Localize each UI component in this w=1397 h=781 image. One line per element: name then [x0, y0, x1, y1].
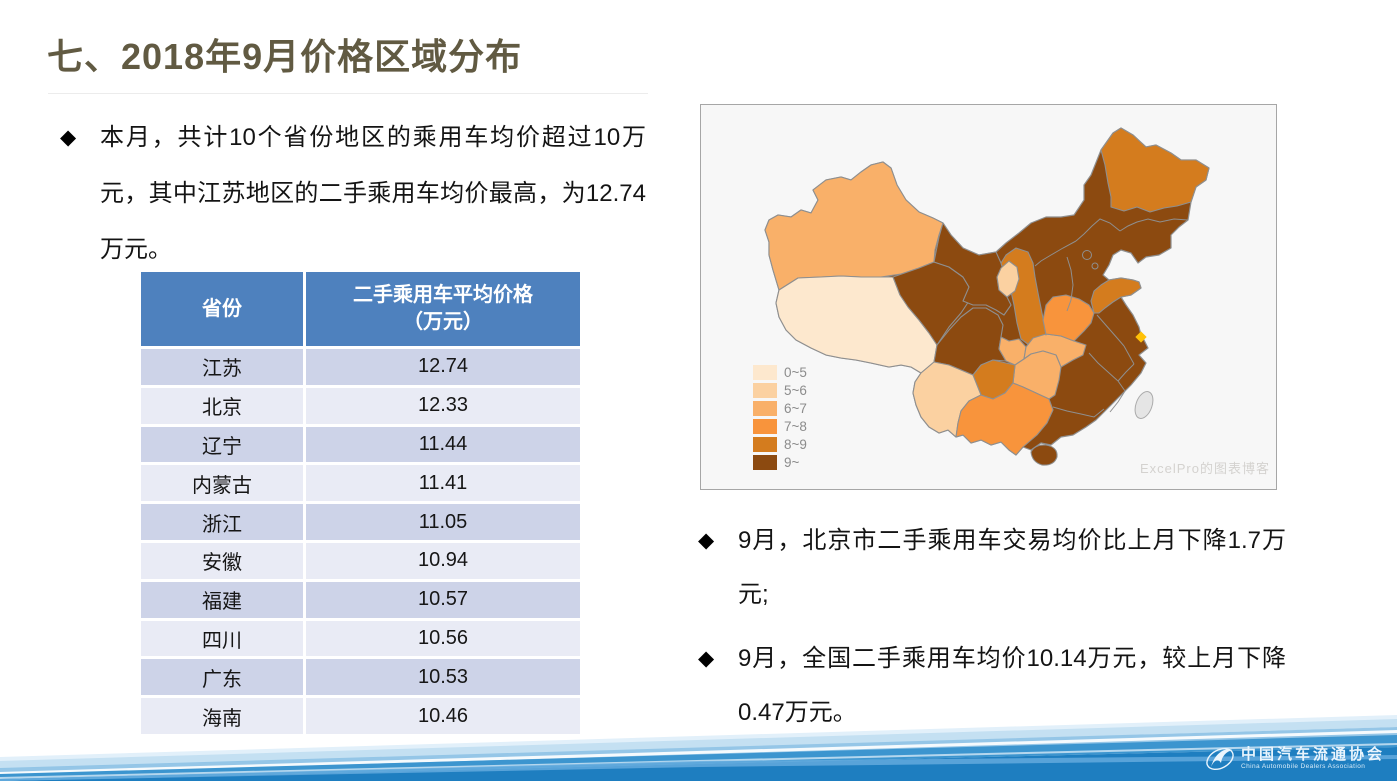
legend-color-chip	[753, 400, 777, 416]
legend-color-chip	[753, 436, 777, 452]
right-bullet-list: ◆ 9月，北京市二手乘用车交易均价比上月下降1.7万元; ◆ 9月，全国二手乘用…	[698, 514, 1286, 750]
page-title: 七、2018年9月价格区域分布	[47, 36, 523, 77]
org-name-cn: 中国汽车流通协会	[1240, 745, 1385, 763]
province-heilongjiang	[1100, 127, 1210, 213]
province-guangxi	[955, 382, 1054, 456]
legend-color-chip	[753, 418, 777, 434]
col-header-province: 省份	[202, 297, 242, 320]
legend-item: 9~	[753, 453, 807, 471]
province-border-lines	[1034, 218, 1189, 418]
legend-item: 0~5	[753, 363, 807, 381]
table-row: 北京 12.33	[141, 387, 580, 424]
legend-color-chip	[753, 364, 777, 380]
legend-item: 8~9	[753, 435, 807, 453]
title-divider	[48, 93, 648, 94]
province-tibet	[775, 275, 938, 374]
cada-logo-text: 中国汽车流通协会 China Automobile Dealers Associ…	[1241, 746, 1385, 771]
right-bullet-2-text: 9月，全国二手乘用车均价10.14万元，较上月下降0.47万元。	[738, 645, 1286, 726]
footer-swoosh-graphic	[0, 715, 1397, 781]
legend-label: 5~6	[784, 382, 807, 398]
diamond-bullet-icon: ◆	[60, 126, 77, 149]
right-bullet-1-text: 9月，北京市二手乘用车交易均价比上月下降1.7万元;	[738, 527, 1286, 608]
table-row: 福建 10.57	[141, 581, 580, 618]
right-bullet-1: ◆ 9月，北京市二手乘用车交易均价比上月下降1.7万元;	[698, 514, 1286, 622]
province-henan	[1042, 294, 1095, 342]
cada-logo: 中国汽车流通协会 China Automobile Dealers Associ…	[1204, 742, 1385, 774]
province-hainan	[1030, 444, 1058, 466]
legend-label: 7~8	[784, 418, 807, 434]
legend-item: 7~8	[753, 417, 807, 435]
right-bullet-2: ◆ 9月，全国二手乘用车均价10.14万元，较上月下降0.47万元。	[698, 632, 1286, 740]
table-header-row: 省份 二手乘用车平均价格 （万元）	[141, 272, 580, 346]
left-summary-bullet: ◆ 本月，共计10个省份地区的乘用车均价超过10万元，其中江苏地区的二手乘用车均…	[60, 110, 646, 278]
shanghai-marker	[1135, 331, 1147, 343]
table-row: 四川 10.56	[141, 620, 580, 657]
legend-label: 8~9	[784, 436, 807, 452]
org-name-en: China Automobile Dealers Association	[1240, 762, 1366, 770]
table-row: 安徽 10.94	[141, 542, 580, 579]
legend-item: 6~7	[753, 399, 807, 417]
diamond-bullet-icon: ◆	[698, 647, 715, 670]
map-watermark: ExcelPro的图表博客	[1139, 461, 1270, 476]
province-ningxia	[996, 260, 1020, 298]
legend-color-chip	[753, 382, 777, 398]
legend-item: 5~6	[753, 381, 807, 399]
table-row: 江苏 12.74	[141, 349, 580, 385]
table-row: 浙江 11.05	[141, 504, 580, 540]
province-taiwan	[1134, 391, 1154, 419]
col-header-price: 二手乘用车平均价格 （万元）	[353, 284, 533, 333]
legend-label: 9~	[784, 454, 800, 470]
price-table-body: 江苏 12.74 北京 12.33 辽宁 11.44 内蒙古 11.41 浙江 11.05 安徽 10…	[141, 349, 580, 734]
cada-emblem-icon	[1206, 747, 1234, 771]
map-legend: 0~5 5~6 6~7 7~8 8~9 9~	[753, 363, 807, 471]
province-price-table: 省份 二手乘用车平均价格 （万元） 江苏 12.74 北京 12.33 辽宁 11.44 内…	[138, 269, 583, 737]
table-row: 海南 10.46	[141, 698, 580, 734]
legend-color-chip	[753, 454, 777, 470]
diamond-bullet-icon: ◆	[698, 529, 715, 552]
footer-band: 中国汽车流通协会 China Automobile Dealers Associ…	[0, 715, 1397, 781]
legend-label: 0~5	[784, 364, 807, 380]
legend-label: 6~7	[784, 400, 807, 416]
left-summary-text: 本月，共计10个省份地区的乘用车均价超过10万元，其中江苏地区的二手乘用车均价最…	[100, 124, 646, 263]
table-row: 广东 10.53	[141, 659, 580, 696]
table-row: 辽宁 11.44	[141, 426, 580, 463]
province-shandong	[1090, 277, 1142, 314]
china-choropleth-map	[764, 127, 1210, 466]
china-price-map-panel: 0~5 5~6 6~7 7~8 8~9 9~ ExcelPro的图表博客	[700, 104, 1277, 490]
table-row: 内蒙古 11.41	[141, 465, 580, 502]
